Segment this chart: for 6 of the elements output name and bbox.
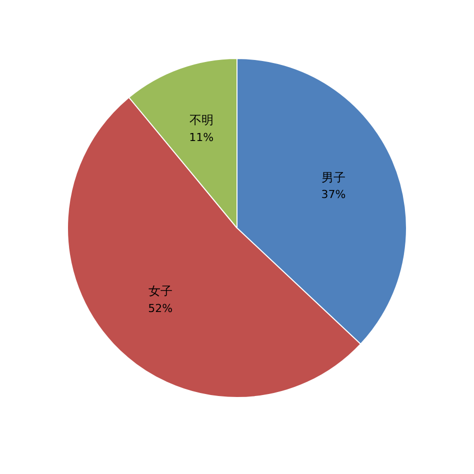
data-label: 11% (189, 130, 214, 144)
slice-label: 不明 (189, 113, 214, 128)
data-label: 52% (148, 302, 173, 315)
slice-label: 男子 (321, 170, 346, 184)
data-label: 37% (321, 188, 346, 202)
slice-label: 女子 (148, 284, 172, 298)
